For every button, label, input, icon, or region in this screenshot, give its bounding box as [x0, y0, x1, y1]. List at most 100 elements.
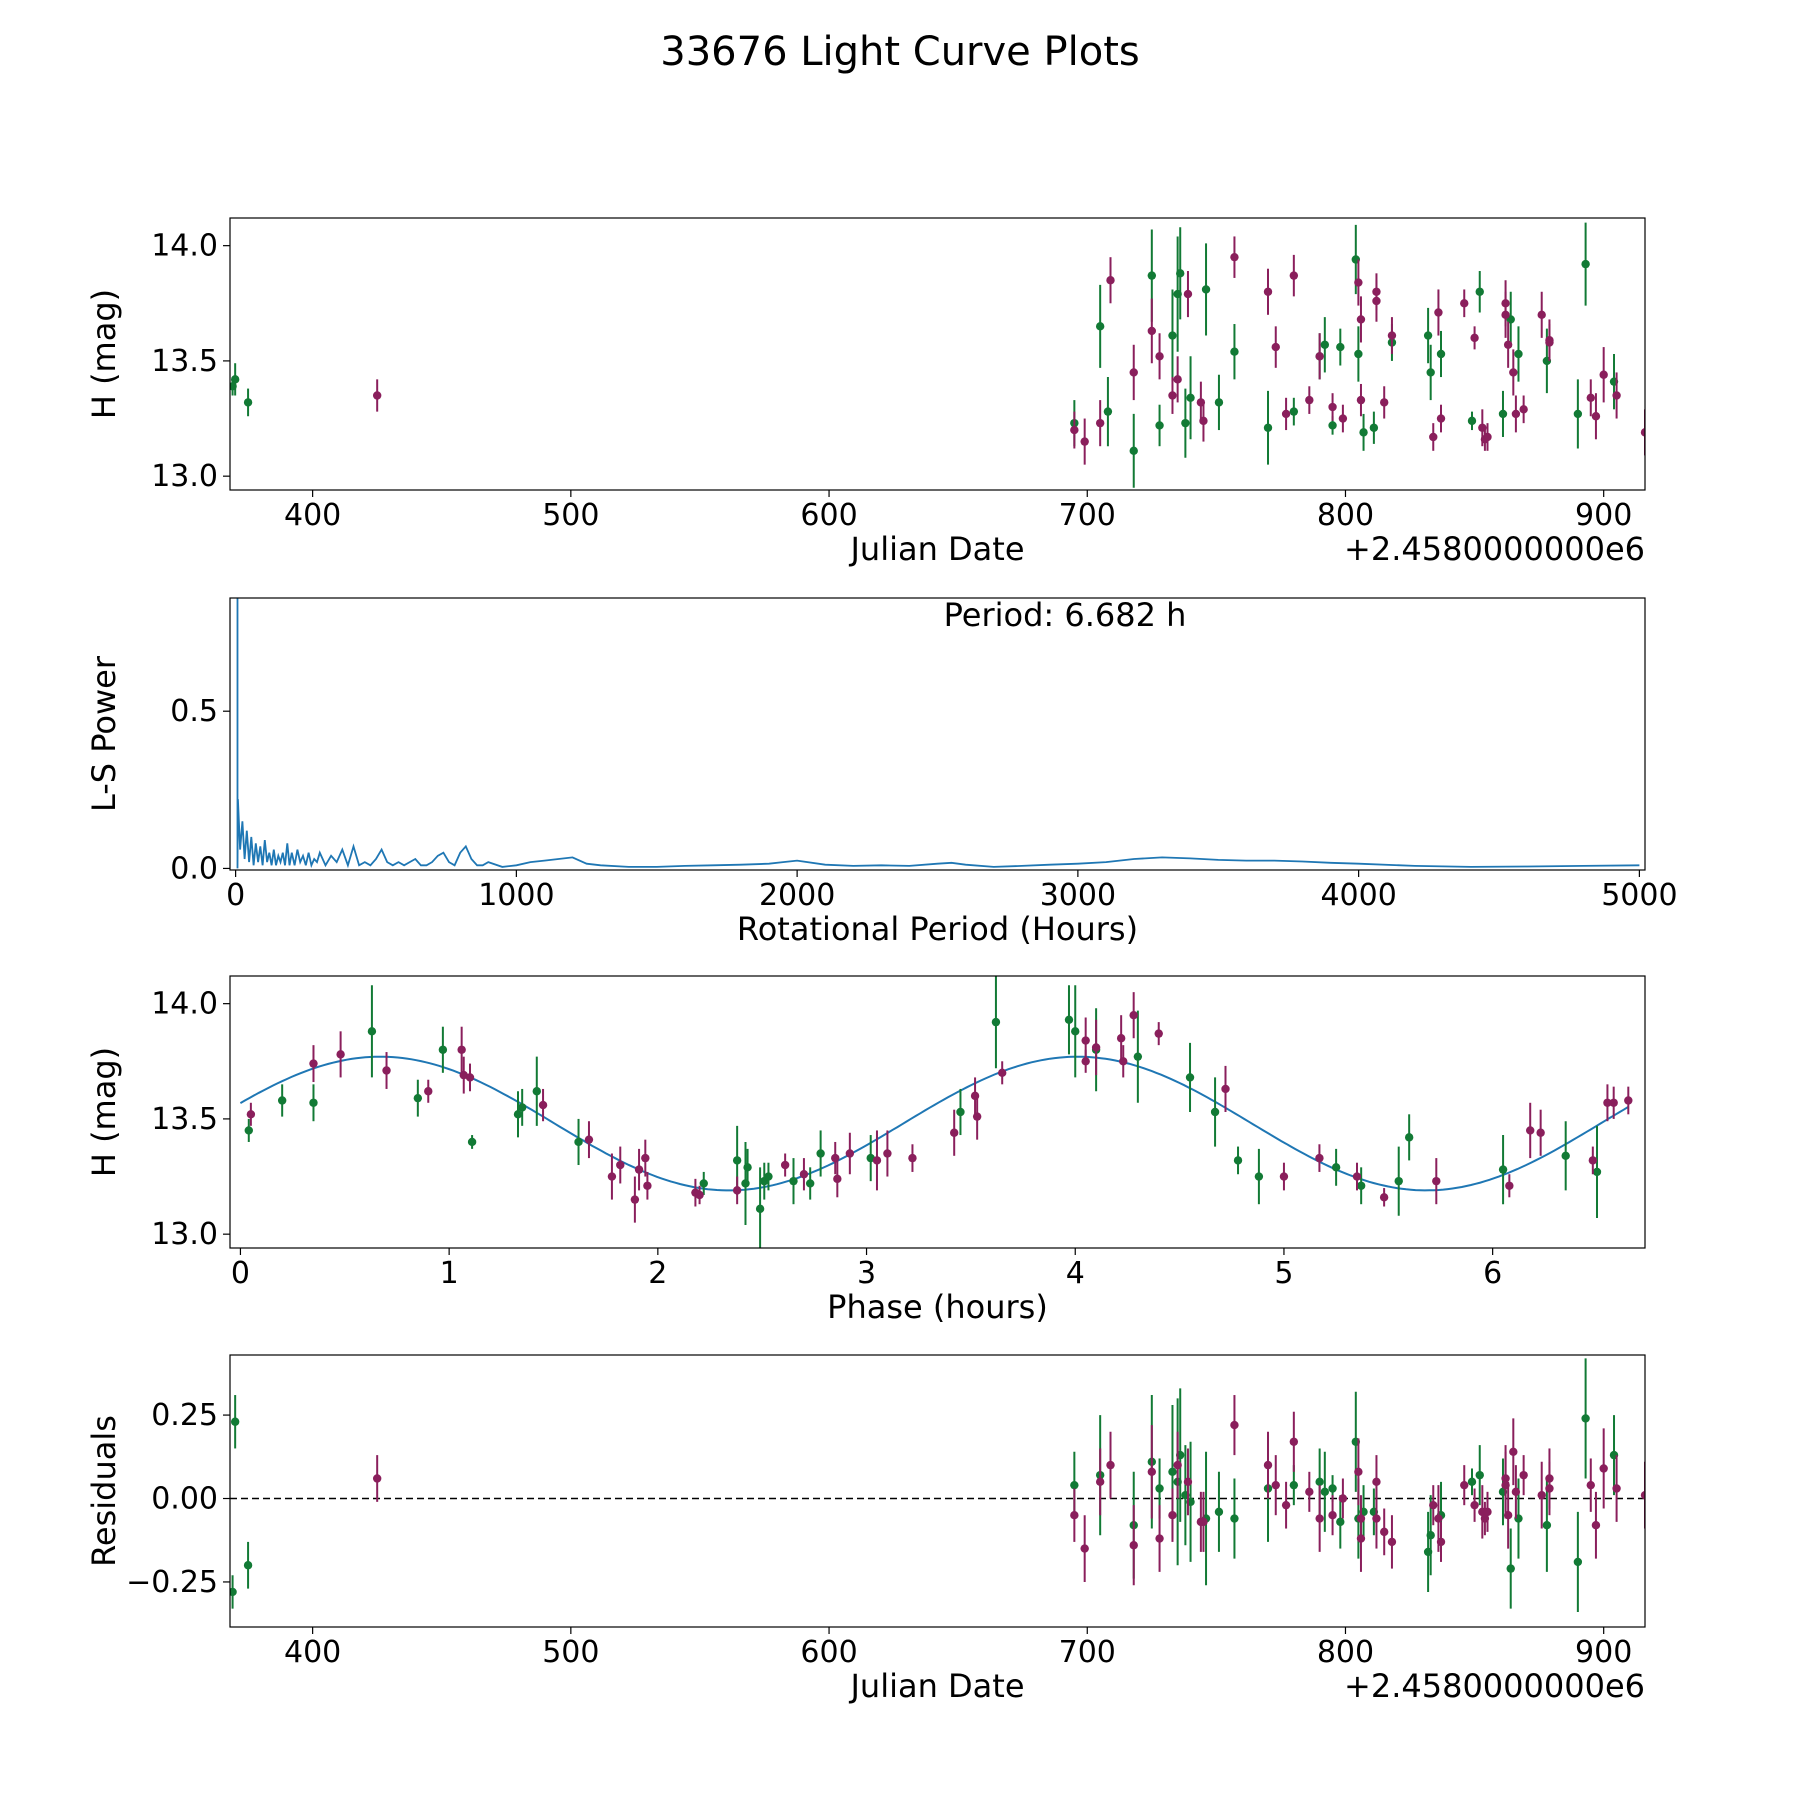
x-tick-label: 5000	[1601, 878, 1677, 913]
residuals-x-axis-label: Julian Date	[848, 1667, 1024, 1705]
data-point	[1356, 395, 1366, 405]
data-point	[607, 1172, 617, 1181]
data-point	[1199, 416, 1208, 426]
y-tick-label: 13.5	[151, 1102, 218, 1137]
data-point	[1338, 1494, 1348, 1503]
data-point	[1129, 368, 1138, 377]
data-point	[1328, 402, 1337, 412]
x-tick-label: 1000	[478, 878, 554, 913]
data-point	[1436, 414, 1446, 423]
periodogram-frame	[229, 597, 1646, 871]
data-point	[1106, 1460, 1115, 1470]
data-point	[1475, 287, 1484, 296]
data-point	[1599, 1464, 1608, 1473]
data-point	[1380, 1527, 1389, 1537]
data-point	[780, 1160, 790, 1170]
data-point	[845, 1149, 855, 1158]
purple-series	[372, 236, 1645, 465]
data-point	[1599, 370, 1608, 379]
data-point	[336, 1050, 345, 1059]
data-point	[1514, 349, 1523, 359]
data-point	[1561, 1151, 1570, 1160]
y-tick-label: 0.5	[170, 694, 218, 729]
data-point	[1588, 1156, 1598, 1165]
data-point	[1354, 1467, 1363, 1477]
x-tick-label: 700	[1059, 1635, 1116, 1670]
data-point	[630, 1195, 640, 1204]
data-point	[1609, 1098, 1618, 1107]
data-point	[1505, 1181, 1514, 1190]
data-point	[743, 1163, 752, 1172]
y-tick-label: 14.0	[151, 229, 218, 264]
data-point	[1536, 1128, 1545, 1137]
data-point	[1181, 418, 1190, 428]
data-point	[1338, 414, 1348, 423]
data-point	[1186, 393, 1195, 402]
data-point	[465, 1073, 475, 1082]
data-point	[1320, 340, 1330, 349]
data-point	[1155, 421, 1164, 430]
data-point	[517, 1103, 527, 1112]
phase-fold-y-axis-label: H (mag)	[85, 1047, 123, 1177]
data-point	[1305, 395, 1314, 405]
data-point	[1526, 1126, 1535, 1135]
data-point	[1168, 1467, 1177, 1477]
x-tick-label: 600	[800, 498, 857, 533]
green-series	[230, 1358, 1619, 1612]
data-point	[1354, 278, 1363, 287]
data-point	[1271, 1480, 1280, 1490]
periodogram-plot-area	[236, 598, 1640, 869]
data-point	[230, 1587, 237, 1597]
light-curve-frame	[229, 217, 1646, 491]
data-point	[1509, 368, 1518, 377]
x-tick-label: 600	[800, 1635, 857, 1670]
data-point	[1581, 1414, 1590, 1423]
data-point	[1511, 1487, 1521, 1497]
data-point	[1305, 1487, 1314, 1497]
data-point	[424, 1087, 433, 1096]
data-point	[1336, 1517, 1345, 1527]
data-point	[1356, 1181, 1366, 1190]
data-point	[1591, 412, 1601, 421]
data-point	[1436, 349, 1446, 359]
data-point	[1279, 1172, 1289, 1181]
data-point	[732, 1186, 742, 1195]
x-tick-label: 2000	[759, 878, 835, 913]
x-tick-label: 3000	[1040, 878, 1116, 913]
data-point	[1263, 287, 1273, 296]
data-point	[833, 1174, 842, 1184]
data-point	[764, 1172, 773, 1181]
data-point	[1352, 1172, 1362, 1181]
data-point	[1586, 1480, 1595, 1490]
data-point	[799, 1170, 809, 1179]
data-point	[438, 1045, 448, 1054]
data-point	[1183, 289, 1193, 299]
y-tick-label: 13.5	[151, 344, 218, 379]
data-point	[1081, 1036, 1090, 1045]
data-point	[372, 391, 382, 400]
periodogram-panel: 0 1000 2000 3000 4000 5000 0.0 0.5 Rotational Pe…	[85, 596, 1678, 948]
x-tick-label: 700	[1059, 498, 1116, 533]
data-point	[1080, 1544, 1089, 1553]
data-point	[732, 1156, 742, 1165]
data-point	[1106, 276, 1115, 285]
data-point	[1498, 409, 1508, 419]
data-point	[695, 1190, 704, 1200]
data-point	[467, 1137, 477, 1147]
data-point	[1221, 1084, 1230, 1094]
data-point	[1503, 1510, 1513, 1520]
data-point	[1080, 437, 1089, 446]
data-point	[641, 1153, 650, 1163]
data-point	[1070, 1510, 1079, 1520]
data-point	[1281, 1500, 1291, 1510]
data-point	[1470, 333, 1479, 343]
figure-title: 33676 Light Curve Plots	[660, 29, 1139, 75]
data-point	[816, 1149, 825, 1158]
data-point	[1573, 1557, 1583, 1567]
data-point	[1168, 331, 1177, 340]
light-curve-offset-text: +2.4580000000e6	[1344, 530, 1645, 568]
data-point	[1095, 418, 1105, 428]
data-point	[1095, 322, 1105, 331]
data-point	[1154, 1029, 1163, 1038]
data-point	[1592, 1167, 1602, 1177]
